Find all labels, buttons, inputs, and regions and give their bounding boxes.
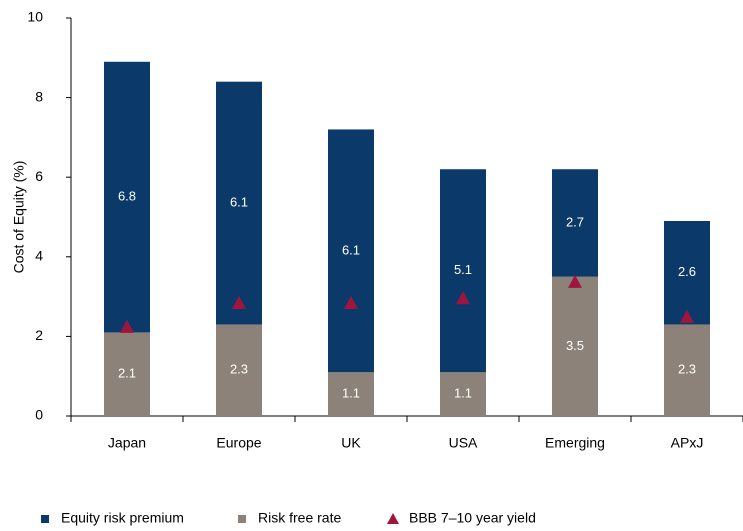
y-tick-label: 10 — [27, 9, 43, 25]
data-label: 2.3 — [678, 362, 696, 377]
data-label: 6.1 — [342, 242, 360, 257]
legend-label: Equity risk premium — [61, 510, 184, 526]
legend-label: BBB 7–10 year yield — [409, 510, 536, 526]
legend-marker — [387, 513, 399, 524]
data-label: 6.8 — [118, 189, 136, 204]
bar-segment — [216, 81, 262, 325]
x-tick-label: APxJ — [671, 435, 704, 451]
legend-label: Risk free rate — [258, 510, 341, 526]
marker — [344, 295, 358, 309]
marker — [232, 295, 246, 309]
data-label: 5.1 — [454, 262, 472, 277]
marker — [680, 309, 694, 323]
y-tick-label: 0 — [35, 407, 43, 423]
bar-segment — [440, 169, 486, 373]
marker — [568, 274, 582, 288]
data-label: 3.5 — [566, 338, 584, 353]
marker — [456, 291, 470, 305]
bar-segment — [328, 372, 374, 416]
bar-segment — [104, 332, 150, 416]
y-axis-label: Cost of Equity (%) — [11, 161, 27, 274]
marker — [120, 319, 134, 333]
y-tick-label: 6 — [35, 168, 43, 184]
bar-segment — [328, 129, 374, 373]
y-tick-label: 2 — [35, 327, 43, 343]
legend-swatch — [41, 515, 49, 523]
data-label: 1.1 — [342, 386, 360, 401]
x-tick-label: Europe — [216, 435, 261, 451]
bar-segment — [216, 324, 262, 416]
y-tick-label: 4 — [35, 248, 43, 264]
bar-segment — [552, 169, 598, 277]
data-label: 2.6 — [678, 264, 696, 279]
bar-segment — [552, 276, 598, 416]
y-tick-label: 8 — [35, 88, 43, 104]
bar-segment — [440, 372, 486, 416]
x-tick-label: Japan — [108, 435, 146, 451]
data-label: 2.7 — [566, 214, 584, 229]
data-label: 6.1 — [230, 195, 248, 210]
x-tick-label: Emerging — [545, 435, 605, 451]
bar-segment — [664, 324, 710, 416]
data-label: 2.3 — [230, 362, 248, 377]
x-tick-label: UK — [341, 435, 361, 451]
bar-segment — [104, 61, 150, 333]
data-label: 1.1 — [454, 386, 472, 401]
bar-segment — [664, 220, 710, 325]
data-label: 2.1 — [118, 366, 136, 381]
legend-swatch — [238, 515, 246, 523]
x-tick-label: USA — [449, 435, 478, 451]
